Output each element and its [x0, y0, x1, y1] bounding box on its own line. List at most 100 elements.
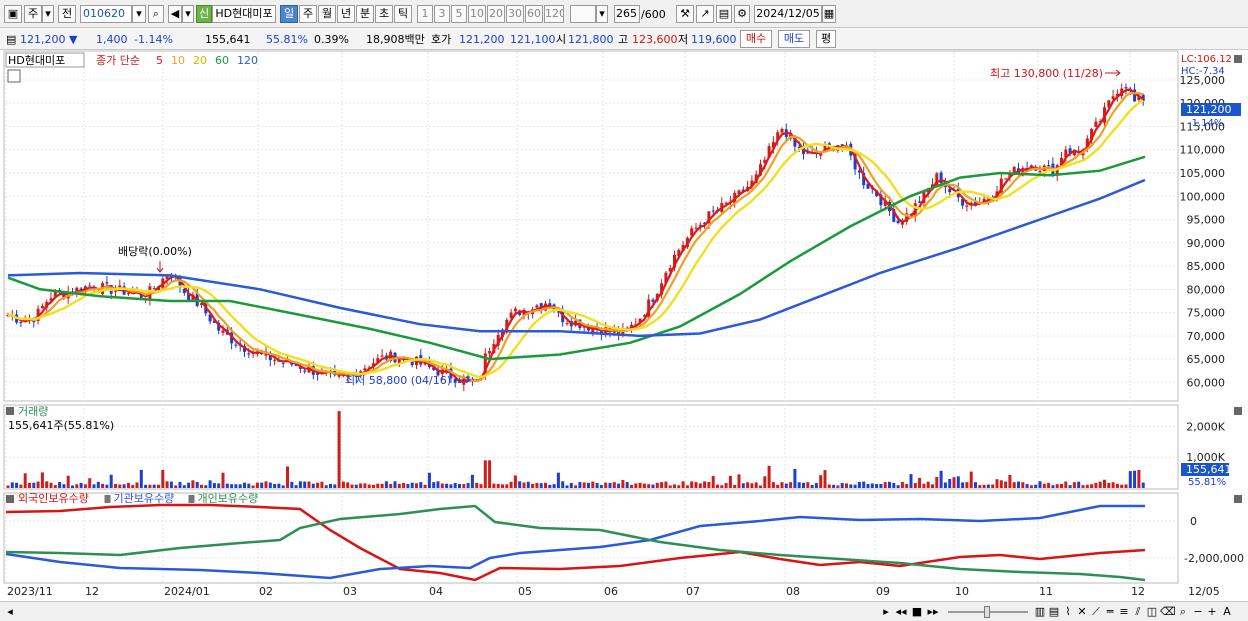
price-tick-label: 95,000: [1187, 214, 1226, 227]
minute-button[interactable]: 1: [417, 5, 433, 23]
save-icon[interactable]: ▤: [716, 5, 732, 23]
candle: [840, 144, 844, 147]
volume-bar: [694, 482, 698, 488]
period-button[interactable]: 틱: [394, 5, 412, 23]
fibonacci-icon[interactable]: ≡: [1119, 605, 1129, 618]
volume-bar: [354, 484, 358, 488]
x-tick-label: 02: [259, 585, 273, 598]
period-button[interactable]: 월: [318, 5, 336, 23]
auto-scale-icon[interactable]: A: [1223, 605, 1231, 618]
candle: [316, 372, 320, 375]
avg-button[interactable]: 평: [816, 30, 836, 48]
volume-bar: [230, 484, 234, 488]
candle: [260, 353, 264, 355]
bar-type-icon[interactable]: ▥: [1034, 605, 1046, 618]
volume-bar: [187, 482, 191, 488]
bid-price: 121,100: [510, 33, 556, 46]
channel-icon[interactable]: ⫽: [1135, 605, 1141, 618]
period-button[interactable]: 주: [299, 5, 317, 23]
minute-button[interactable]: 20: [487, 5, 505, 23]
search-icon[interactable]: ⌕: [148, 5, 164, 23]
minute-button[interactable]: 60: [525, 5, 543, 23]
current-price-tag: [1181, 103, 1241, 116]
volume-bar: [776, 484, 780, 488]
date-input[interactable]: 2024/12/05: [754, 5, 822, 23]
gear-icon[interactable]: ⚙: [734, 5, 750, 23]
period-button[interactable]: 초: [375, 5, 393, 23]
count-input[interactable]: 265: [614, 5, 640, 23]
stop-icon[interactable]: ■: [911, 605, 923, 618]
buy-button[interactable]: 매수: [740, 30, 772, 48]
prev-button[interactable]: 전: [58, 5, 76, 23]
volume-bar: [264, 481, 268, 488]
period-button[interactable]: 분: [356, 5, 374, 23]
stock-chart[interactable]: 125,000120,000115,000110,000105,000100,0…: [0, 50, 1248, 602]
minute-button[interactable]: 120: [544, 5, 564, 23]
trend-line-icon[interactable]: ⟋: [1092, 605, 1100, 618]
volume-bar: [569, 482, 573, 488]
candle: [660, 283, 664, 295]
volume-bar: [952, 477, 956, 488]
play-icon[interactable]: ▸: [883, 605, 889, 618]
candle: [982, 198, 986, 203]
eraser-icon[interactable]: ⌫: [1160, 605, 1176, 618]
volume-bar: [892, 483, 896, 488]
draw-tool-icon[interactable]: ↗: [696, 5, 714, 23]
minute-button[interactable]: 30: [506, 5, 524, 23]
zoom-out-icon[interactable]: −: [1193, 605, 1203, 618]
code-dropdown-icon[interactable]: ▾: [132, 5, 146, 23]
volume-bar: [260, 482, 264, 488]
volume-bar: [1077, 481, 1081, 488]
volume-bar: [707, 481, 711, 488]
table-toggle-icon[interactable]: [7, 69, 21, 83]
layout-icon[interactable]: ▣: [4, 5, 22, 23]
candle: [759, 164, 762, 176]
zoom-icon[interactable]: ⌕: [1179, 605, 1187, 618]
horizontal-line-icon[interactable]: ═: [1106, 605, 1114, 618]
credit-badge: 신: [196, 5, 212, 23]
minute-button[interactable]: 10: [468, 5, 486, 23]
crosshair-icon[interactable]: ✕: [1077, 605, 1087, 618]
volume-bar: [277, 483, 281, 488]
volume-bar: [965, 482, 969, 488]
period-button[interactable]: 년: [337, 5, 355, 23]
calendar-icon[interactable]: ▦: [822, 5, 836, 23]
volume-bar: [728, 475, 732, 488]
indicator-icon[interactable]: ⚒: [676, 5, 694, 23]
volume-bar: [1034, 484, 1038, 488]
blank-select[interactable]: [570, 5, 596, 23]
candle: [505, 319, 509, 332]
scroll-left-icon[interactable]: ◂: [7, 605, 13, 618]
minute-button[interactable]: 3: [434, 5, 450, 23]
price-panel-close-icon[interactable]: [1234, 55, 1242, 63]
speaker-icon[interactable]: ◀: [168, 5, 182, 23]
collapse-icon[interactable]: ▤: [6, 33, 17, 46]
period-button[interactable]: 일: [280, 5, 298, 23]
sell-button[interactable]: 매도: [778, 30, 810, 48]
candle-type-icon[interactable]: ▤: [1048, 605, 1060, 618]
rewind-icon[interactable]: ◂◂: [895, 605, 907, 618]
zoom-in-icon[interactable]: +: [1207, 605, 1217, 618]
minute-button[interactable]: 5: [451, 5, 467, 23]
volume-bar: [225, 483, 229, 488]
blank-select-dropdown-icon[interactable]: ▾: [596, 5, 608, 23]
volume-bar: [1042, 483, 1046, 488]
volume-bar: [617, 483, 621, 488]
volume-bar: [114, 483, 117, 488]
volume-bar: [918, 477, 922, 488]
speaker-dropdown-icon[interactable]: ▾: [182, 5, 194, 23]
zoom-slider[interactable]: [948, 604, 1028, 619]
line-type-icon[interactable]: ⌇: [1065, 605, 1071, 618]
volume-panel-close-icon[interactable]: [1234, 407, 1242, 415]
shape-icon[interactable]: ◫: [1146, 605, 1158, 618]
candle: [711, 210, 715, 212]
chevron-down-icon[interactable]: ▾: [42, 5, 54, 23]
fast-forward-icon[interactable]: ▸▸: [927, 605, 939, 618]
holdings-panel-close-icon[interactable]: [1234, 495, 1242, 503]
stock-code-input[interactable]: 010620: [80, 5, 132, 23]
volume-bar: [303, 481, 307, 488]
market-type-select[interactable]: 주: [24, 5, 42, 23]
volume-bar: [316, 482, 320, 488]
volume-bar: [139, 469, 143, 488]
candle: [698, 224, 702, 226]
